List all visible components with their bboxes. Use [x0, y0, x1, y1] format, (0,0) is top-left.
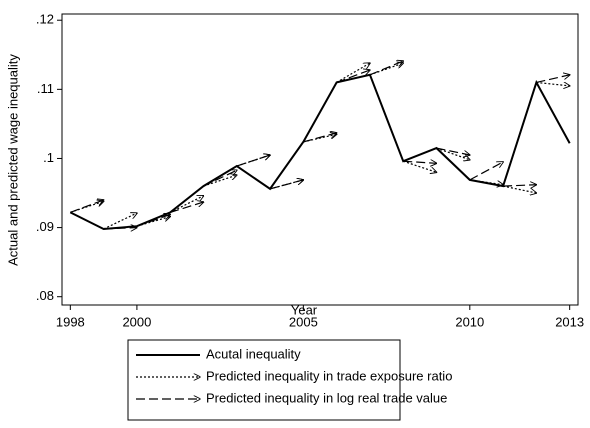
prediction-arrow: [469, 162, 503, 181]
prediction-arrow: [303, 133, 336, 143]
plot-frame: [61, 13, 579, 306]
prediction-arrow: [203, 175, 236, 187]
prediction-arrow: [170, 202, 203, 213]
y-tick-label: .09: [36, 219, 54, 234]
x-tick-label: 2000: [122, 314, 151, 329]
prediction-arrow: [536, 82, 569, 85]
legend-label: Predicted inequality in log real trade v…: [206, 390, 447, 405]
prediction-arrow: [269, 180, 303, 190]
y-tick-label: .1: [43, 150, 54, 165]
prediction-arrow: [369, 61, 403, 76]
prediction-arrow: [436, 147, 470, 155]
x-tick-label: 2013: [555, 314, 584, 329]
prediction-arrow: [536, 75, 569, 84]
y-tick-label: .11: [37, 81, 54, 96]
y-axis-title: Actual and predicted wage inequality: [5, 54, 20, 266]
x-tick-label: 2005: [289, 314, 318, 329]
y-tick-label: .08: [36, 288, 54, 303]
x-tick-label: 1998: [56, 314, 85, 329]
legend-label: Acutal inequality: [206, 346, 301, 361]
x-axis-title: Year: [291, 302, 318, 317]
prediction-arrow: [403, 161, 436, 163]
y-tick-label: .12: [36, 12, 54, 27]
legend-label: Predicted inequality in trade exposure r…: [206, 368, 452, 383]
prediction-arrow: [502, 185, 536, 193]
prediction-arrow: [336, 63, 370, 83]
prediction-arrow: [503, 185, 536, 186]
prediction-arrow: [236, 155, 270, 167]
legend: [127, 339, 401, 421]
x-tick-label: 2010: [455, 314, 484, 329]
prediction-arrow: [436, 147, 470, 160]
prediction-arrow: [403, 160, 436, 172]
prediction-arrow: [70, 200, 103, 213]
actual-line: [69, 73, 571, 230]
